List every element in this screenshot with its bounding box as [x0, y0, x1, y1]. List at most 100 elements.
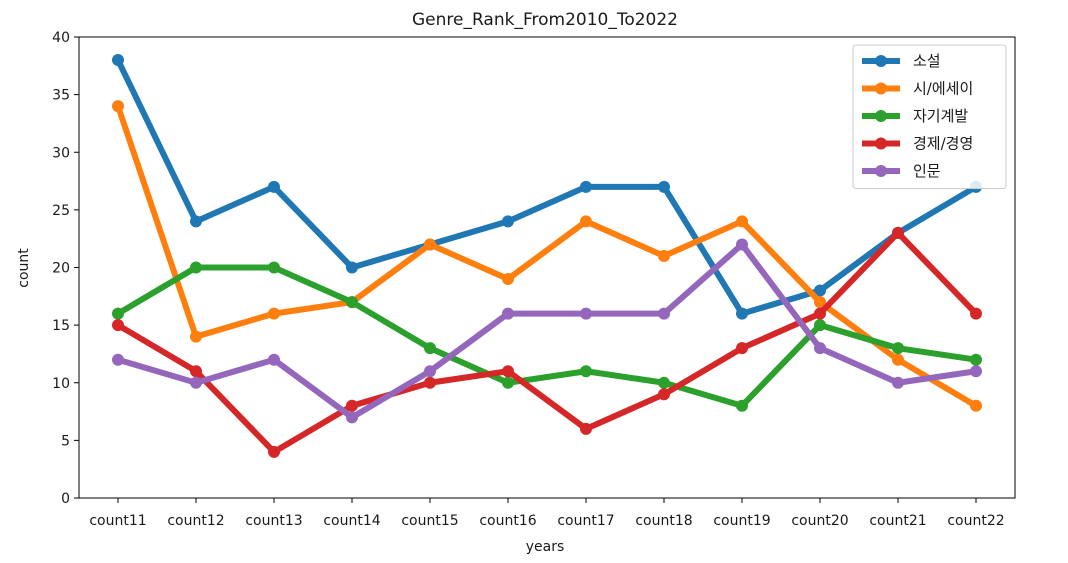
- series-point: [346, 399, 358, 412]
- series-point: [892, 226, 904, 239]
- series-line: [117, 241, 977, 421]
- x-axis-title: years: [526, 539, 565, 555]
- series-point: [112, 54, 124, 67]
- series-point: [970, 307, 982, 320]
- series-3: [112, 261, 982, 412]
- series-point: [658, 249, 670, 262]
- x-axis: count11 count12 count13 count14 count15 count…: [89, 498, 1005, 529]
- x-tick-label: count15: [401, 513, 458, 529]
- x-tick-label: count14: [323, 513, 380, 529]
- series-point: [112, 319, 124, 332]
- series-point: [268, 307, 280, 320]
- series-point: [580, 422, 592, 435]
- series-point: [346, 296, 358, 309]
- series-point: [268, 353, 280, 366]
- series-point: [190, 330, 202, 343]
- y-tick-label: 40: [52, 30, 70, 46]
- legend-label: 자기계발: [913, 107, 968, 125]
- legend-item: 자기계발: [862, 107, 968, 125]
- series-point: [658, 388, 670, 401]
- series-point: [502, 215, 514, 228]
- series-point: [580, 180, 592, 193]
- series-point: [814, 319, 826, 332]
- series-point: [658, 376, 670, 389]
- chart-title: Genre_Rank_From2010_To2022: [412, 10, 678, 30]
- series-point: [814, 284, 826, 297]
- series-point: [736, 399, 748, 412]
- x-tick-label: count22: [947, 513, 1004, 529]
- series-point: [268, 261, 280, 274]
- series-point: [970, 399, 982, 412]
- y-tick-label: 5: [61, 433, 70, 449]
- series-point: [814, 342, 826, 355]
- y-tick-label: 10: [52, 376, 70, 392]
- series-point: [580, 307, 592, 320]
- series-point: [502, 307, 514, 320]
- x-tick-label: count19: [713, 513, 770, 529]
- legend-label: 소설: [913, 52, 941, 70]
- y-tick-label: 0: [61, 491, 70, 507]
- legend-swatch-marker: [875, 55, 887, 67]
- series-line: [116, 264, 977, 409]
- series-point: [736, 215, 748, 228]
- series-point: [268, 180, 280, 193]
- series-point: [580, 365, 592, 378]
- series-point: [658, 180, 670, 193]
- legend-item: 시/에세이: [862, 80, 973, 98]
- series-point: [736, 307, 748, 320]
- series-point: [112, 100, 124, 113]
- series-5: [112, 238, 982, 424]
- series-point: [424, 376, 436, 389]
- series-point: [892, 376, 904, 389]
- series-point: [502, 376, 514, 389]
- series-point: [892, 342, 904, 355]
- legend-item: 경제/경영: [862, 135, 973, 153]
- series-line: [116, 229, 979, 455]
- series-point: [112, 353, 124, 366]
- series-point: [814, 307, 826, 320]
- x-tick-label: count20: [791, 513, 848, 529]
- y-tick-label: 30: [52, 145, 70, 161]
- series-point: [814, 296, 826, 309]
- y-tick-label: 15: [52, 318, 70, 334]
- x-tick-label: count13: [245, 513, 302, 529]
- series-point: [424, 365, 436, 378]
- series-point: [736, 238, 748, 251]
- y-tick-label: 25: [52, 203, 70, 219]
- x-tick-label: count21: [869, 513, 926, 529]
- y-tick-label: 35: [52, 88, 70, 104]
- legend-label: 시/에세이: [913, 80, 973, 98]
- series-layer: [112, 54, 982, 458]
- series-point: [424, 238, 436, 251]
- series-point: [346, 261, 358, 274]
- series-point: [190, 261, 202, 274]
- legend-swatch-marker: [875, 110, 887, 122]
- y-tick-label: 20: [52, 261, 70, 277]
- series-point: [268, 445, 280, 458]
- legend-label: 경제/경영: [913, 135, 973, 153]
- series-point: [892, 353, 904, 366]
- series-point: [502, 273, 514, 286]
- series-point: [112, 307, 124, 320]
- y-axis-title: count: [16, 248, 32, 288]
- series-point: [970, 365, 982, 378]
- y-axis: 0 5 10 15 20 25 30 35 40: [52, 30, 79, 507]
- x-tick-label: count11: [89, 513, 146, 529]
- legend-swatch-marker: [875, 165, 887, 177]
- series-point: [190, 215, 202, 228]
- legend-box: [852, 44, 1007, 189]
- legend-swatch-marker: [875, 82, 887, 95]
- legend-label: 인문: [913, 162, 941, 180]
- series-point: [424, 342, 436, 355]
- x-tick-label: count18: [635, 513, 692, 529]
- series-2: [112, 100, 982, 412]
- series-line: [115, 105, 978, 409]
- legend-item: 소설: [862, 52, 941, 70]
- legend-item: 인문: [862, 162, 941, 180]
- legend-swatch-marker: [875, 137, 887, 150]
- series-point: [580, 215, 592, 228]
- series-line: [115, 58, 978, 317]
